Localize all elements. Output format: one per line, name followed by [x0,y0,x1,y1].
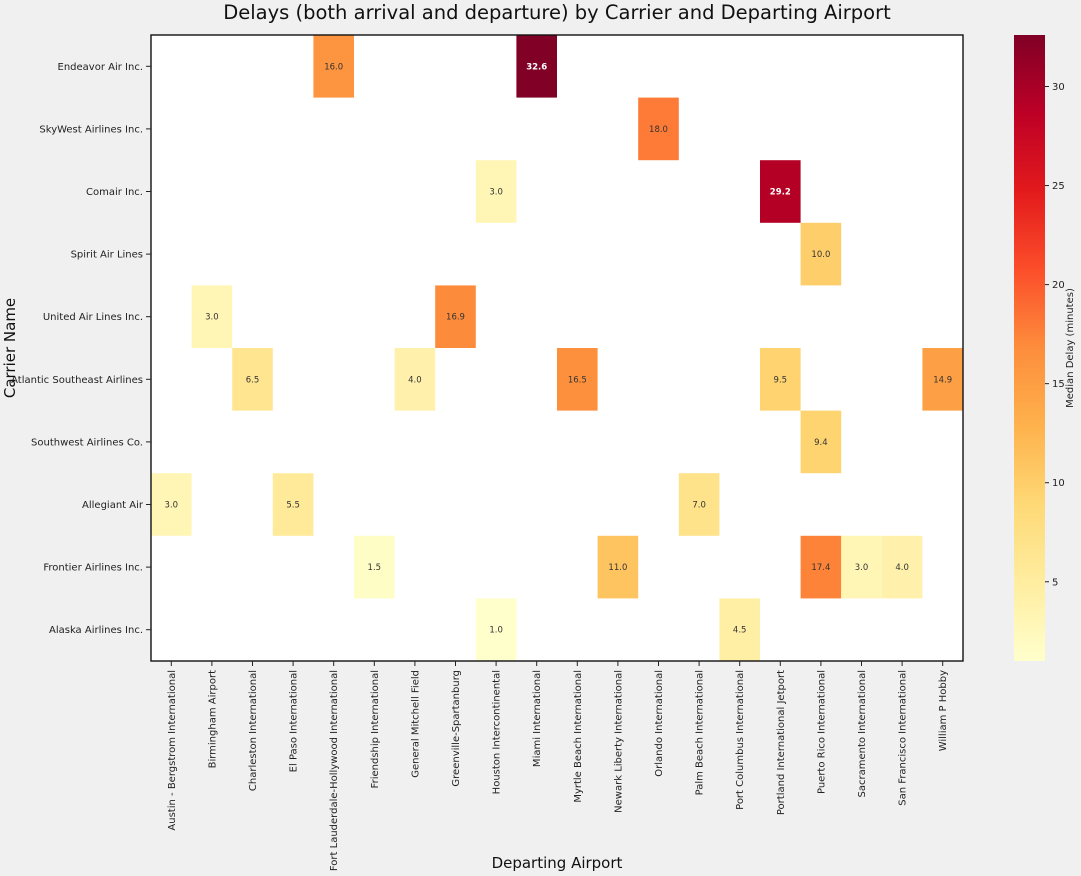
cell-value-label: 16.0 [324,62,343,72]
y-tick-label: Comair Inc. [86,187,143,198]
heatmap-cell [516,35,557,98]
cell-value-label: 9.5 [774,375,788,385]
cell-value-label: 29.2 [770,188,791,198]
colorbar-tick-label: 5 [1052,577,1058,588]
cell-value-label: 32.6 [526,62,547,72]
cell-value-label: 9.4 [814,438,828,448]
x-tick-label: William P Hobby [938,670,949,751]
x-tick-label: Austin - Bergstrom International [167,670,178,831]
heatmap-cell [800,410,842,474]
heatmap-cell [354,535,395,599]
heatmap-cell [678,473,720,536]
x-tick-label: Portland International Jetport [776,670,787,815]
heatmap-cells: 16.0 32.6 18.0 3.0 29.2 10.0 3.0 16.9 6.5 4.0 16.5… [151,35,963,661]
heatmap-cell [800,222,842,286]
cell-value-label: 11.0 [608,563,627,573]
colorbar-tick-label: 20 [1052,280,1065,291]
colorbar-gradient [1014,35,1045,661]
x-tick-label: Charleston International [248,670,259,791]
plot-frame [150,34,964,662]
heatmap-cell [272,473,314,536]
heatmap-cell [232,348,273,411]
heatmap-cell [191,285,233,348]
cell-value-label: 4.0 [408,375,422,385]
cell-value-label: 16.5 [568,375,587,385]
cell-value-label: 4.0 [895,563,909,573]
y-tick-label: Frontier Airlines Inc. [43,563,143,574]
x-tick-label: Houston Intercontinental [492,670,503,794]
x-tick-label: Newark Liberty International [613,670,624,813]
heatmap-cell [435,285,476,348]
x-tick-label: Fort Lauderdale-Hollywood International [329,670,340,871]
cell-value-label: 14.9 [933,375,952,385]
y-axis-label: Carrier Name [1,298,19,398]
cell-value-label: 3.0 [855,563,869,573]
colorbar-label: Median Delay (minutes) [1065,288,1076,408]
cell-value-label: 1.0 [489,626,503,636]
heatmap-cell [922,348,963,411]
x-tick-label: Miami International [532,670,543,767]
colorbar: 5 10 15 20 25 30 Median Delay (minutes) [1014,35,1076,661]
y-tick-label: SkyWest Airlines Inc. [39,124,143,135]
cell-value-label: 7.0 [692,501,706,511]
cell-value-label: 3.0 [489,188,503,198]
y-tick-label: Alaska Airlines Inc. [49,625,143,636]
y-tick-label: Atlantic Southeast Airlines [11,375,143,386]
colorbar-tick-label: 10 [1052,478,1065,489]
colorbar-tick-label: 15 [1052,379,1065,390]
heatmap-cell [800,535,842,599]
x-tick-label: Friendship International [370,670,381,788]
chart-title: Delays (both arrival and departure) by C… [223,1,891,24]
heatmap-cell [841,535,882,599]
x-tick-label: Birmingham Airport [207,670,218,768]
colorbar-ticks: 5 10 15 20 25 30 [1045,82,1065,588]
cell-value-label: 6.5 [246,375,260,385]
x-tick-label: Greenville-Spartanburg [451,670,462,787]
x-tick-label: El Paso International [289,670,300,772]
heatmap-cell [760,348,801,411]
x-tick-label: General Mitchell Field [410,670,421,778]
x-tick-label: Sacramento International [857,670,868,798]
x-axis: Austin - Bergstrom International Birmingh… [167,661,949,871]
heatmap-cell [313,35,354,98]
x-tick-label: Myrtle Beach International [573,670,584,803]
heatmap-cell [475,160,517,223]
heatmap-cell [881,535,923,599]
y-tick-label: Allegiant Air [82,500,144,511]
x-tick-label: Puerto Rico International [816,670,827,794]
x-axis-label: Departing Airport [492,854,623,872]
heatmap-cell [760,160,801,223]
heatmap-cell [597,535,639,599]
cell-value-label: 17.4 [811,563,830,573]
cell-value-label: 5.5 [286,501,300,511]
colorbar-tick-label: 25 [1052,181,1065,192]
y-tick-label: Endeavor Air Inc. [58,62,143,73]
x-tick-label: Orlando International [654,670,665,777]
cell-value-label: 4.5 [733,626,747,636]
heatmap-cell [719,598,760,661]
y-tick-label: Spirit Air Lines [71,250,143,261]
x-tick-label: San Francisco International [898,670,909,806]
y-tick-label: Southwest Airlines Co. [31,437,143,448]
colorbar-tick-label: 30 [1052,82,1065,93]
x-tick-label: Port Columbus International [735,670,746,810]
heatmap-cell [151,473,192,536]
cell-value-label: 3.0 [205,313,219,323]
y-axis: Endeavor Air Inc. SkyWest Airlines Inc. Co… [11,62,151,636]
heatmap-cell [638,97,679,161]
heatmap-cell [394,348,436,411]
heatmap-cell [557,348,598,411]
heatmap-cell [475,598,517,661]
cell-value-label: 1.5 [368,563,382,573]
x-tick-label: Palm Beach International [695,670,706,795]
cell-value-label: 10.0 [811,250,830,260]
cell-value-label: 16.9 [446,313,465,323]
cell-value-label: 3.0 [165,501,179,511]
cell-value-label: 18.0 [649,125,668,135]
y-tick-label: United Air Lines Inc. [43,312,143,323]
